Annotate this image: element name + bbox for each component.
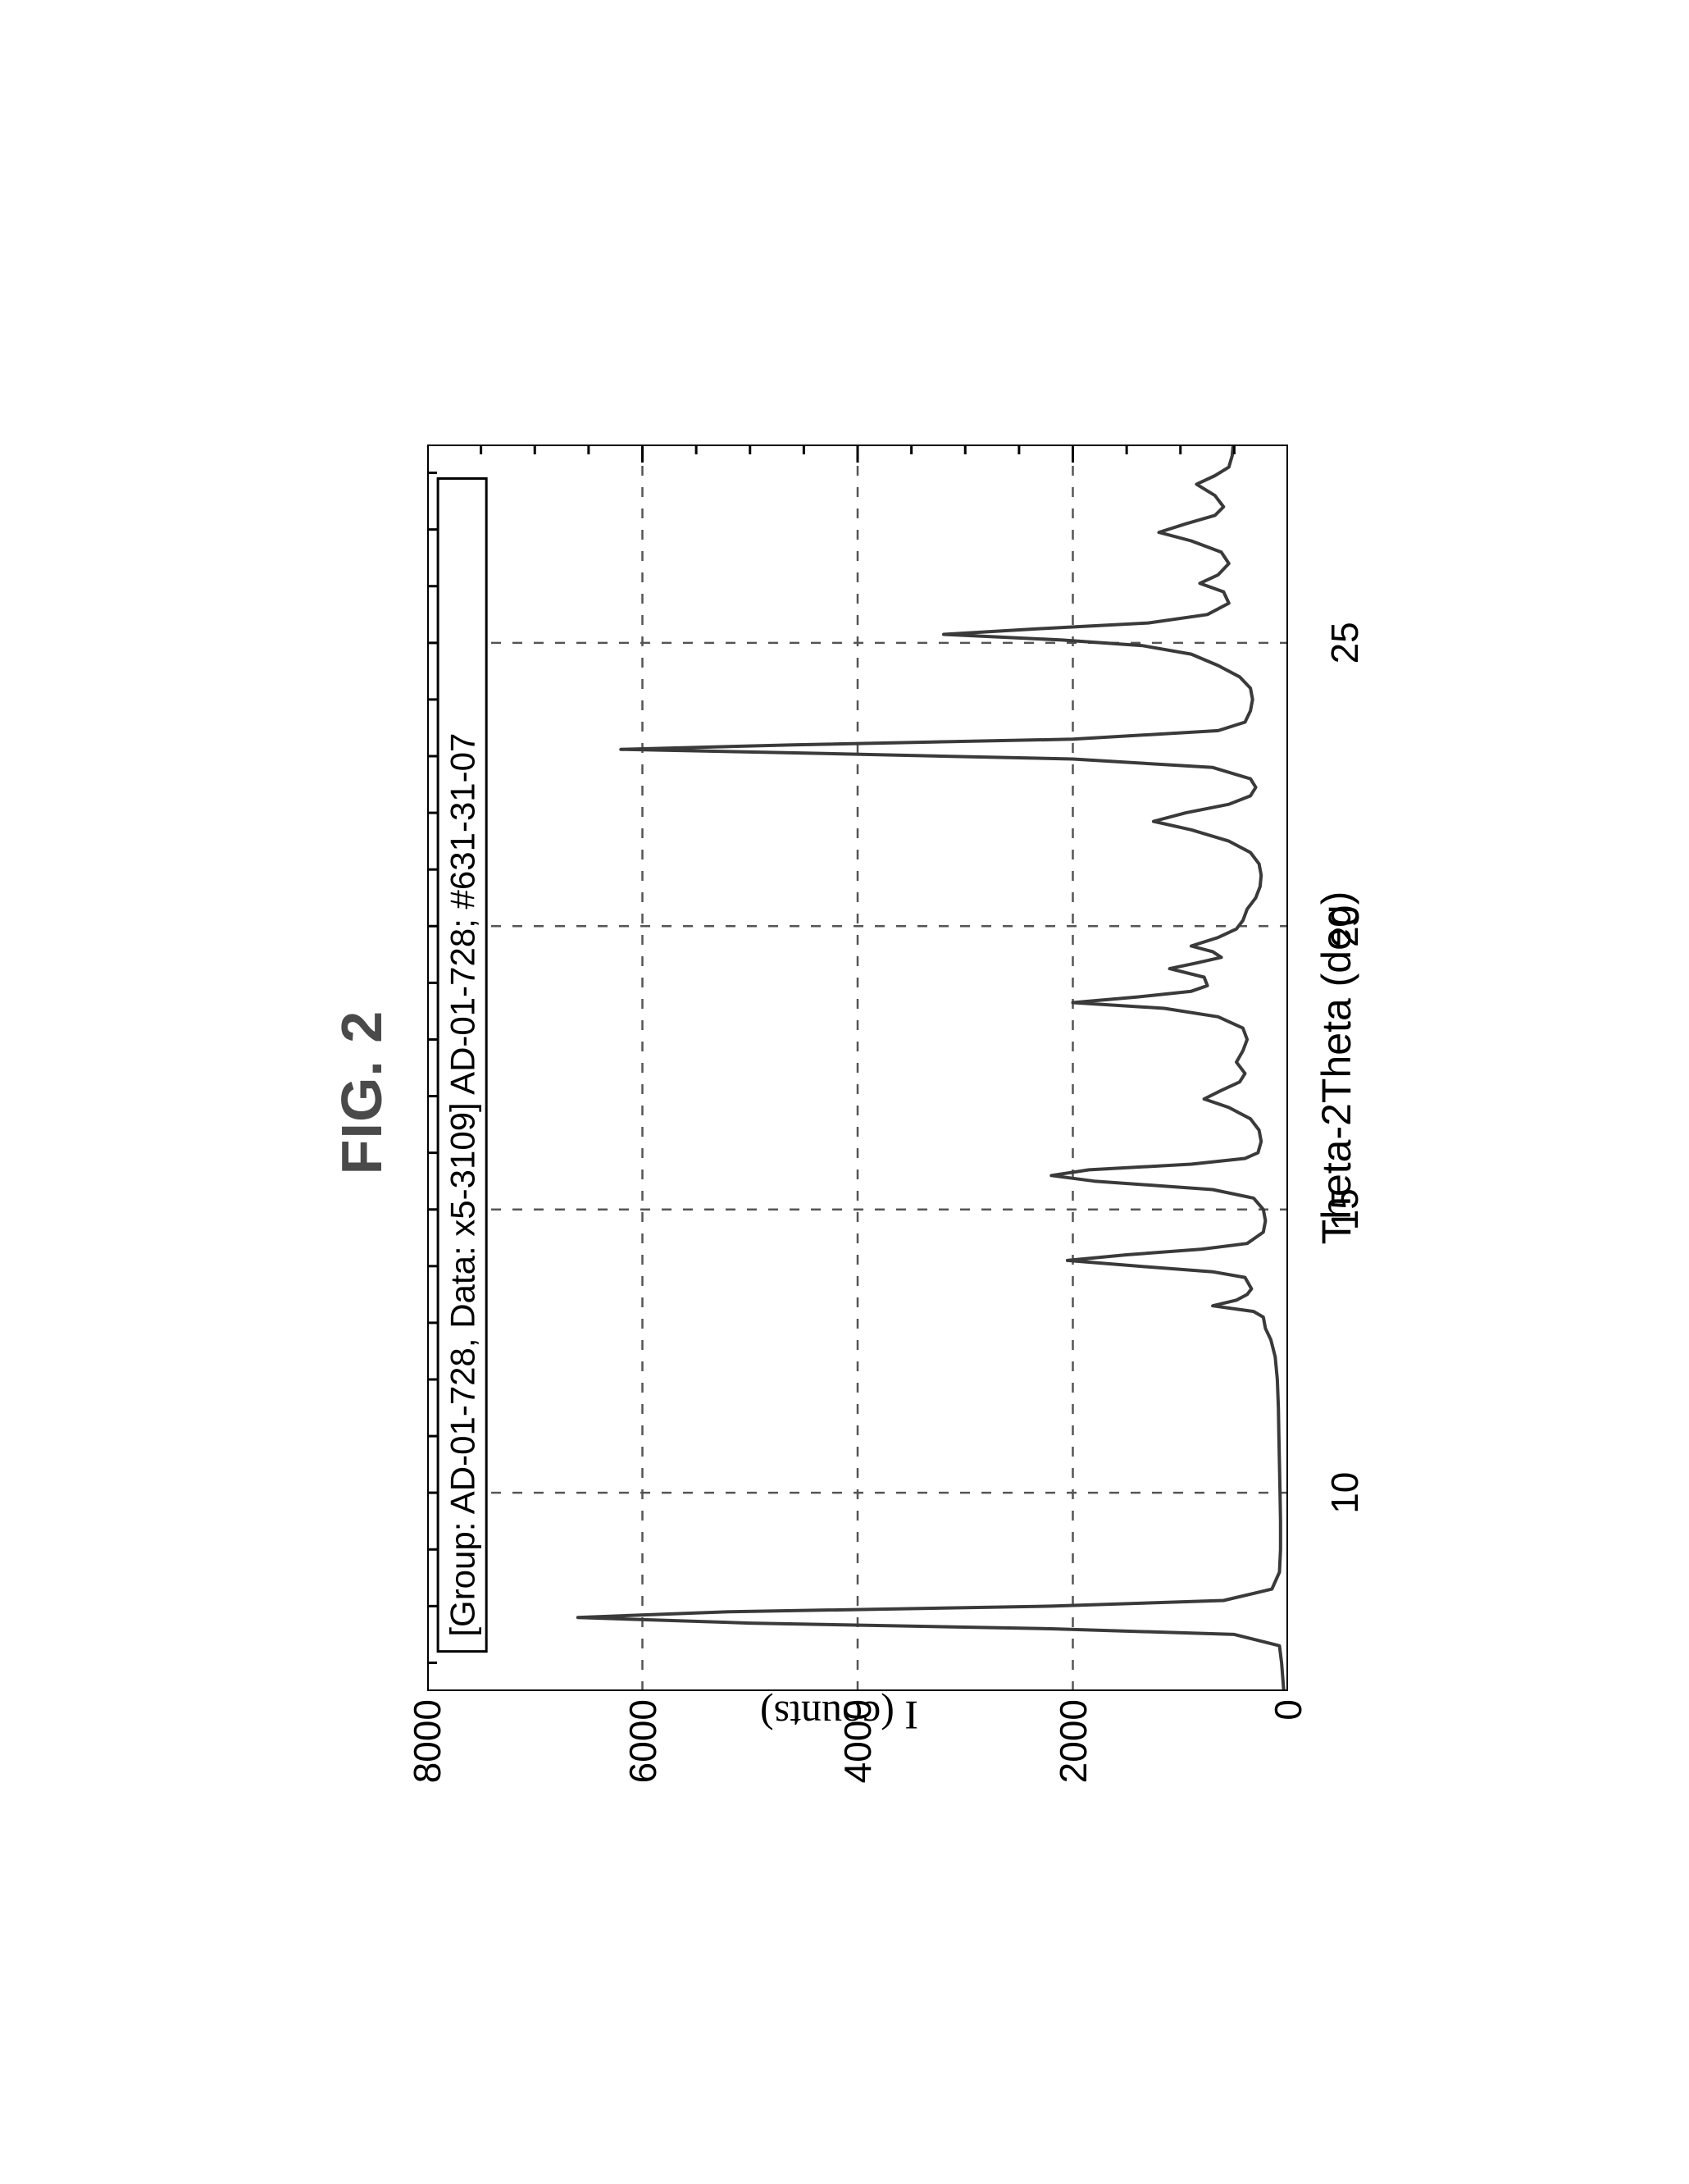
x-tick-labels: 10152025 — [1288, 445, 1337, 1691]
y-tick-label: 4000 — [835, 1699, 880, 1814]
rotated-figure: FIG. 2 I (counts) [Group: AD-01-728, Dat… — [148, 248, 1541, 1937]
x-tick-label: 10 — [1323, 1471, 1367, 1513]
legend-text: [Group: AD-01-728, Data: x5-3109] AD-01-… — [443, 732, 481, 1636]
page-root: FIG. 2 I (counts) [Group: AD-01-728, Dat… — [0, 0, 1689, 2184]
x-tick-label: 20 — [1323, 905, 1367, 946]
y-tick-labels: 02000400060008000 — [427, 1699, 1288, 1814]
y-tick-label: 2000 — [1051, 1699, 1095, 1814]
xrd-chart-svg: [Group: AD-01-728, Data: x5-3109] AD-01-… — [427, 445, 1288, 1691]
plot-area: [Group: AD-01-728, Data: x5-3109] AD-01-… — [427, 445, 1288, 1691]
x-tick-label: 15 — [1323, 1188, 1367, 1230]
y-tick-label: 6000 — [621, 1699, 665, 1814]
chart-container: I (counts) [Group: AD-01-728, Data: x5-3… — [427, 445, 1360, 1740]
y-tick-label: 0 — [1266, 1699, 1310, 1814]
chart-column: [Group: AD-01-728, Data: x5-3109] AD-01-… — [427, 445, 1360, 1691]
figure-title: FIG. 2 — [329, 1010, 394, 1174]
y-tick-label: 8000 — [405, 1699, 449, 1814]
x-tick-label: 25 — [1323, 622, 1367, 663]
